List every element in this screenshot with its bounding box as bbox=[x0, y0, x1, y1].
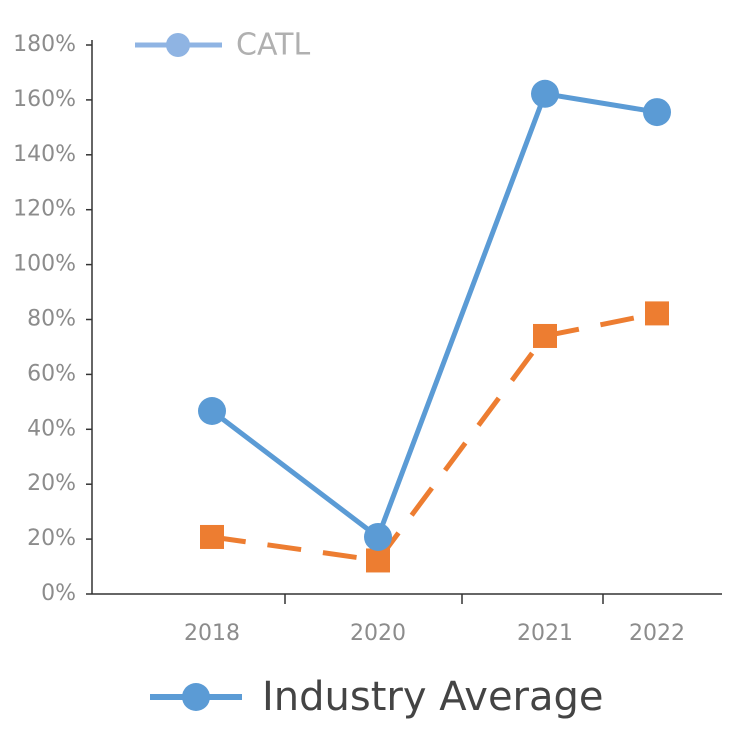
legend-label: Industry Average bbox=[262, 674, 604, 720]
y-tick-label: 160% bbox=[13, 87, 76, 112]
data-point bbox=[533, 323, 557, 348]
legend-marker bbox=[182, 683, 210, 711]
data-point bbox=[645, 301, 669, 326]
y-tick-label: 120% bbox=[13, 197, 76, 222]
y-tick-label: 80% bbox=[27, 307, 76, 332]
x-tick-label: 2020 bbox=[350, 621, 406, 646]
x-tick-label: 2018 bbox=[184, 621, 240, 646]
y-tick-label: 180% bbox=[13, 32, 76, 57]
x-separators bbox=[284, 594, 604, 604]
data-point bbox=[364, 522, 392, 551]
data-point bbox=[366, 548, 390, 573]
x-tick-label: 2022 bbox=[629, 621, 685, 646]
legend-label: CATL bbox=[236, 28, 310, 63]
data-point bbox=[643, 98, 671, 127]
y-tick-label: 60% bbox=[27, 361, 76, 386]
y-tick-label: 100% bbox=[13, 252, 76, 277]
y-tick-label: 40% bbox=[27, 416, 76, 441]
series-line bbox=[211, 310, 658, 564]
x-tick-label: 2021 bbox=[517, 621, 573, 646]
y-tick-label: 20% bbox=[27, 471, 76, 496]
data-point bbox=[200, 524, 224, 549]
y-tick-label: 140% bbox=[13, 142, 76, 167]
y-tick-label: 0% bbox=[41, 581, 76, 606]
data-point bbox=[531, 79, 559, 108]
y-tick-label: 20% bbox=[27, 526, 76, 551]
series-line bbox=[210, 91, 658, 541]
legend-marker bbox=[166, 33, 190, 57]
data-point bbox=[198, 397, 226, 425]
